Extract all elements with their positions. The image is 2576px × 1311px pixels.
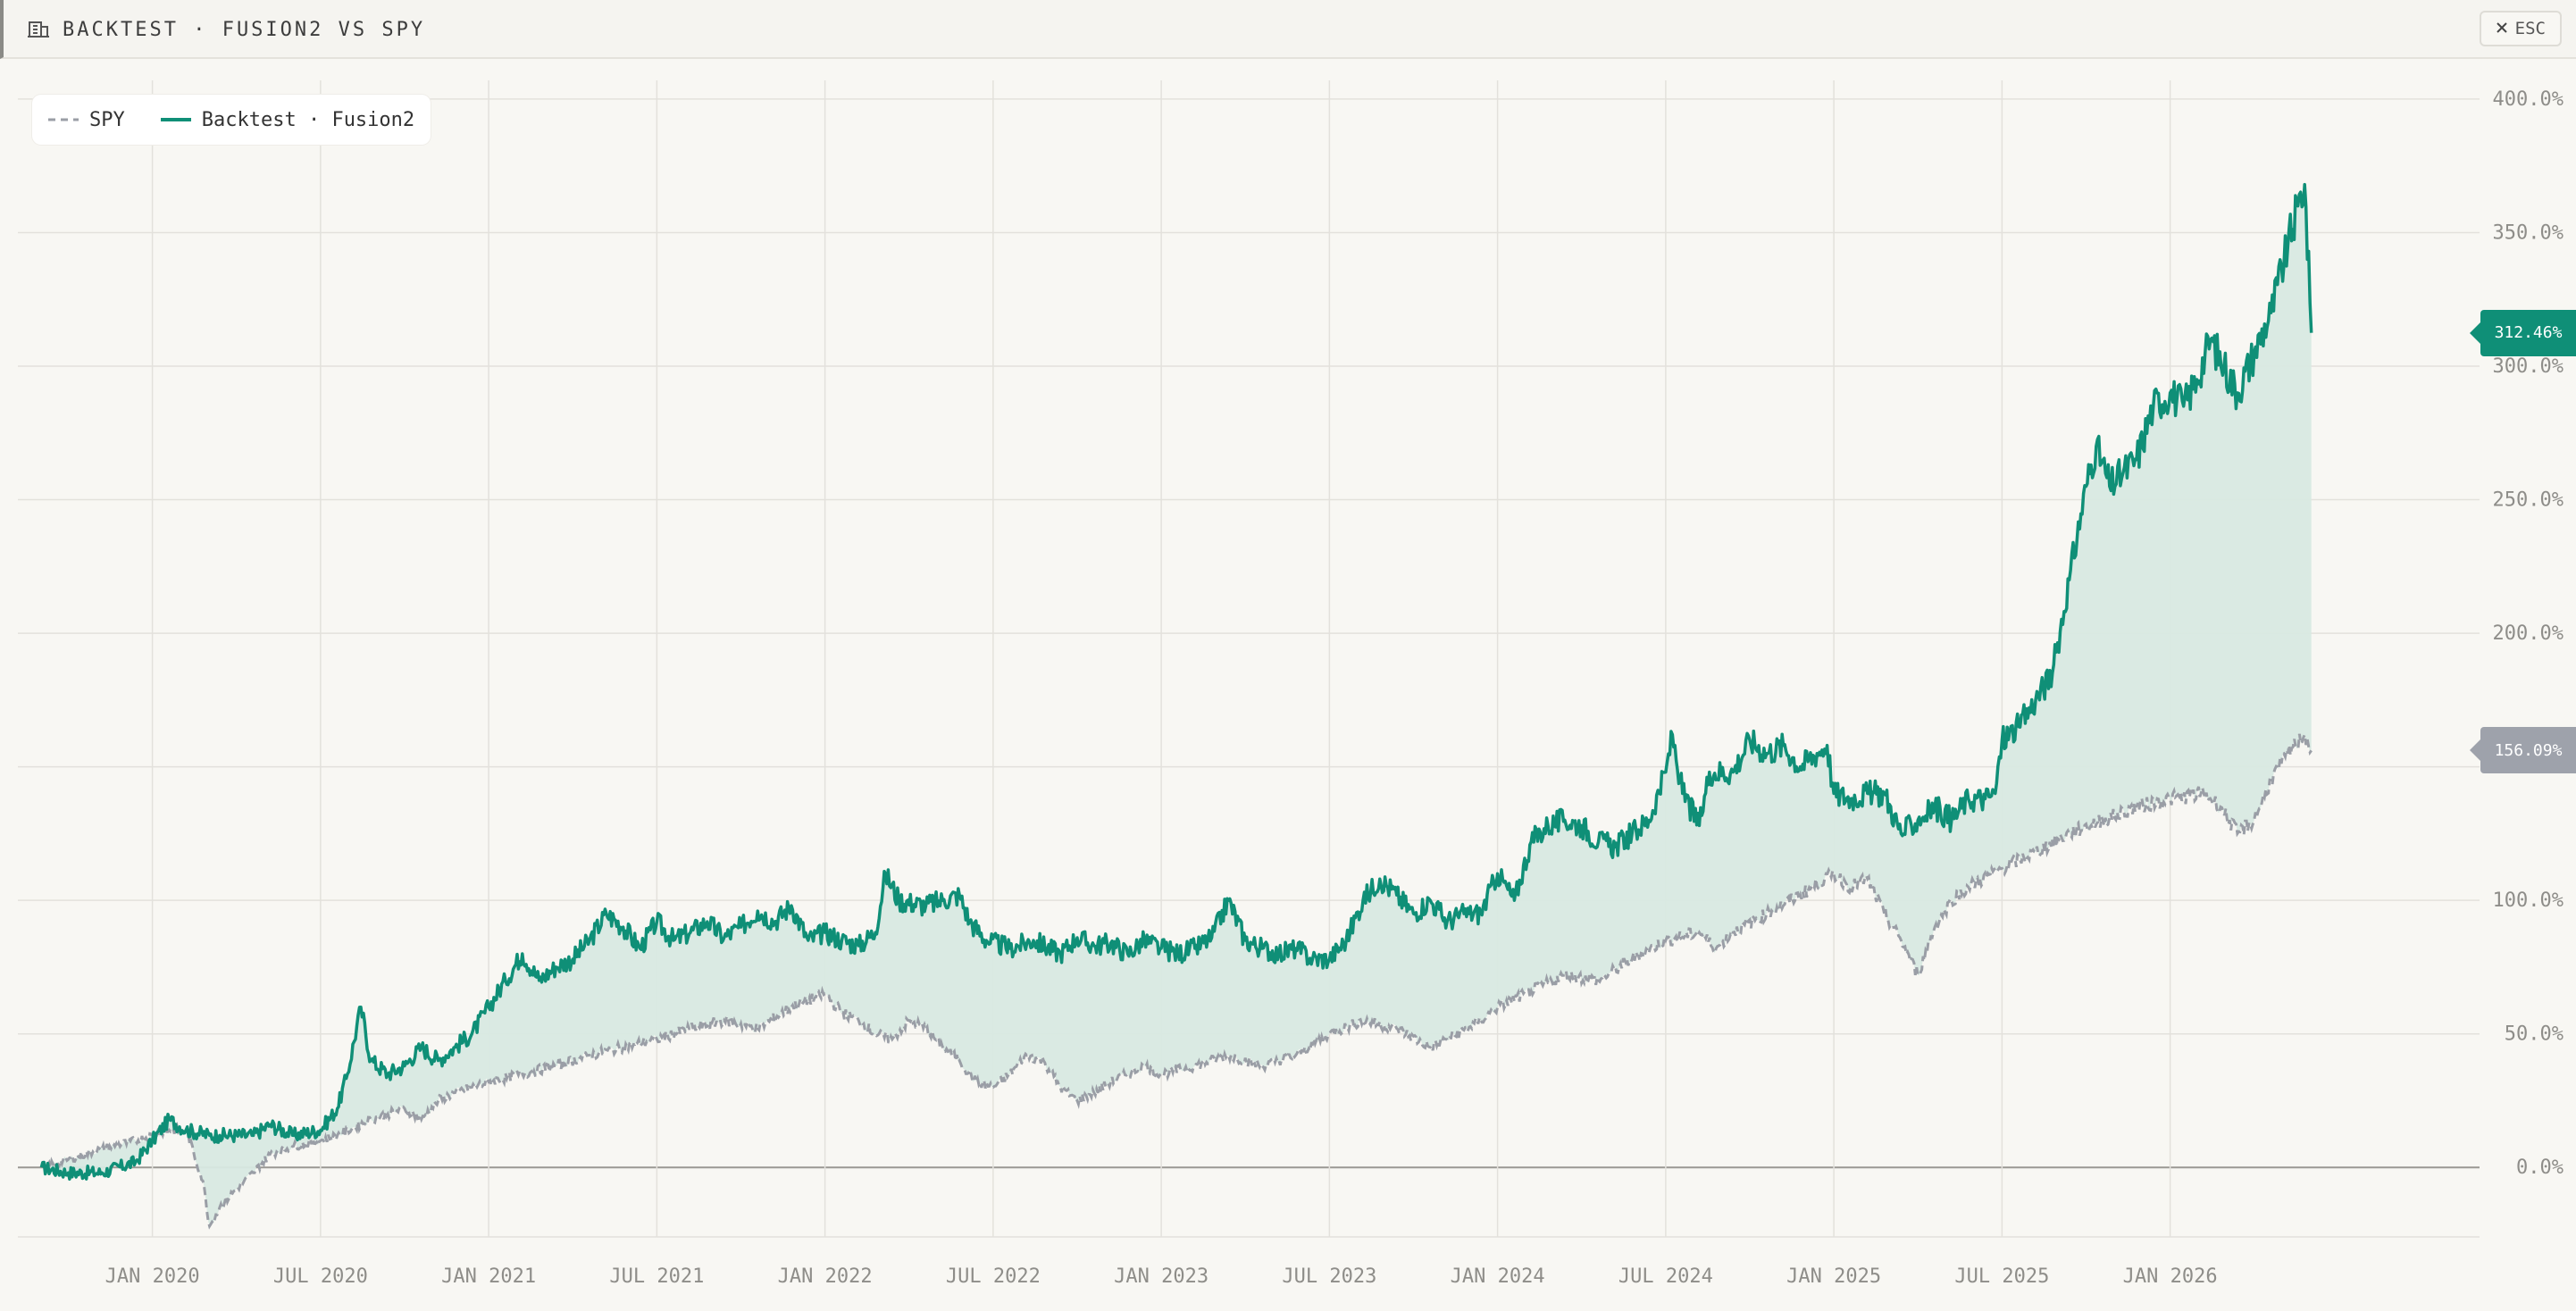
y-tick-label: 50.0% [2505,1023,2563,1046]
legend-label-backtest: Backtest · Fusion2 [201,108,415,131]
legend-swatch-backtest [160,118,191,121]
backtest-line [39,182,2313,1182]
legend-label-spy: SPY [89,108,125,131]
x-tick-label: JAN 2021 [441,1265,536,1288]
page-title: BACKTEST · FUSION2 VS SPY [63,18,426,41]
legend-entry-backtest[interactable]: Backtest · Fusion2 [160,108,415,131]
x-tick-label: JAN 2020 [105,1265,200,1288]
x-tick-label: JAN 2024 [1451,1265,1545,1288]
y-axis-labels: 400.0%350.0%300.0%250.0%200.0%150.0%100.… [2493,88,2563,1179]
y-tick-label: 200.0% [2493,622,2563,645]
legend-entry-spy[interactable]: SPY [48,109,125,131]
title-group: BACKTEST · FUSION2 VS SPY [27,0,425,59]
x-tick-label: JAN 2022 [778,1265,873,1288]
x-tick-label: JUL 2020 [273,1265,368,1288]
spread-fill [41,184,2312,1227]
y-tick-label: 350.0% [2493,221,2563,244]
x-tick-label: JUL 2021 [609,1265,704,1288]
title-bar: BACKTEST · FUSION2 VS SPY ESC [0,0,2576,59]
y-tick-label: 300.0% [2493,355,2563,378]
y-tick-label: 100.0% [2493,889,2563,912]
close-icon [2496,19,2508,38]
x-tick-label: JAN 2023 [1114,1265,1209,1288]
outperformance-area [41,184,2312,1227]
series-lines [39,182,2313,1230]
close-button[interactable]: ESC [2479,11,2562,46]
backtest-value-badge: 312.46% [2470,309,2576,356]
x-gridlines [151,80,2171,1237]
legend-swatch-spy [48,118,79,121]
x-tick-label: JUL 2022 [946,1265,1041,1288]
y-tick-label: 400.0% [2493,88,2563,111]
x-tick-label: JUL 2025 [1954,1265,2049,1288]
y-tick-label: 0.0% [2516,1157,2563,1179]
spy-value-badge: 156.09% [2470,727,2576,774]
x-tick-label: JUL 2023 [1282,1265,1376,1288]
y-tick-label: 250.0% [2493,489,2563,512]
close-button-label: ESC [2514,19,2546,38]
spy-line [39,730,2313,1230]
x-tick-label: JUL 2024 [1618,1265,1713,1288]
building-icon [27,17,50,42]
x-axis-labels: JAN 2020 JUL 2020 JAN 2021 JUL 2021 JAN 2022… [105,1265,2218,1288]
x-tick-label: JAN 2026 [2123,1265,2218,1288]
x-tick-label: JAN 2025 [1786,1265,1881,1288]
chart-legend: SPY Backtest · Fusion2 [32,95,431,145]
